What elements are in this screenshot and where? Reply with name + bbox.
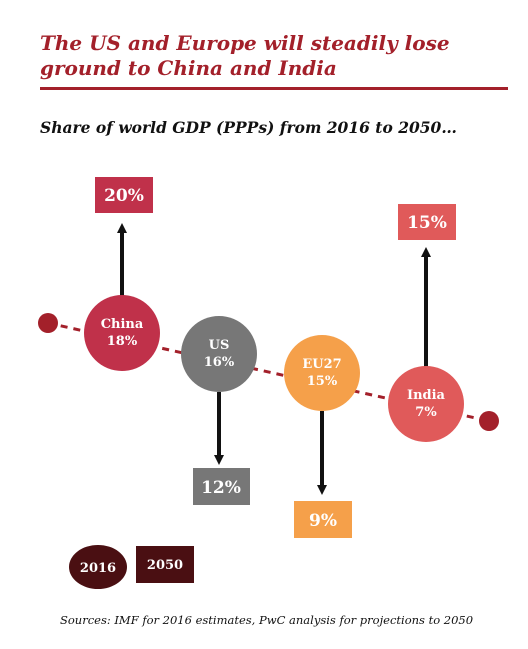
us-2016-value: 16% — [204, 355, 235, 370]
india-2016-circle — [388, 366, 464, 442]
legend-2050-marker — [136, 546, 194, 583]
legend-2016-marker — [69, 545, 127, 589]
page-title: The US and Europe will steadily lose gro… — [40, 31, 450, 80]
india-name: India — [407, 388, 446, 403]
eu27-2050-value: 9% — [309, 511, 337, 531]
china-name: China — [101, 317, 144, 332]
india-2050-box — [398, 204, 456, 240]
us-name: US — [209, 338, 230, 353]
india-2016-value: 7% — [415, 405, 437, 420]
legend-2050-label: 2050 — [147, 558, 183, 573]
trend-start-dot — [38, 313, 58, 333]
eu27-name: EU27 — [302, 357, 341, 372]
title-divider — [40, 87, 508, 90]
trend-line — [47, 321, 490, 423]
china-2016-value: 18% — [107, 334, 138, 349]
us-2016-circle — [181, 316, 257, 392]
eu27-2016-value: 15% — [307, 374, 338, 389]
us-2050-box — [193, 468, 250, 505]
us-2050-value: 12% — [201, 478, 241, 498]
china-2016-circle — [84, 295, 160, 371]
eu27-2050-box — [294, 501, 352, 538]
china-2050-value: 20% — [104, 186, 144, 206]
source-note: Sources: IMF for 2016 estimates, PwC ana… — [60, 613, 474, 627]
eu27-2016-circle — [284, 335, 360, 411]
chart-subtitle: Share of world GDP (PPPs) from 2016 to 2… — [40, 118, 457, 137]
india-2050-value: 15% — [407, 213, 447, 233]
trend-end-dot — [479, 411, 499, 431]
legend-2016-label: 2016 — [80, 561, 116, 576]
china-2050-box — [95, 177, 153, 213]
